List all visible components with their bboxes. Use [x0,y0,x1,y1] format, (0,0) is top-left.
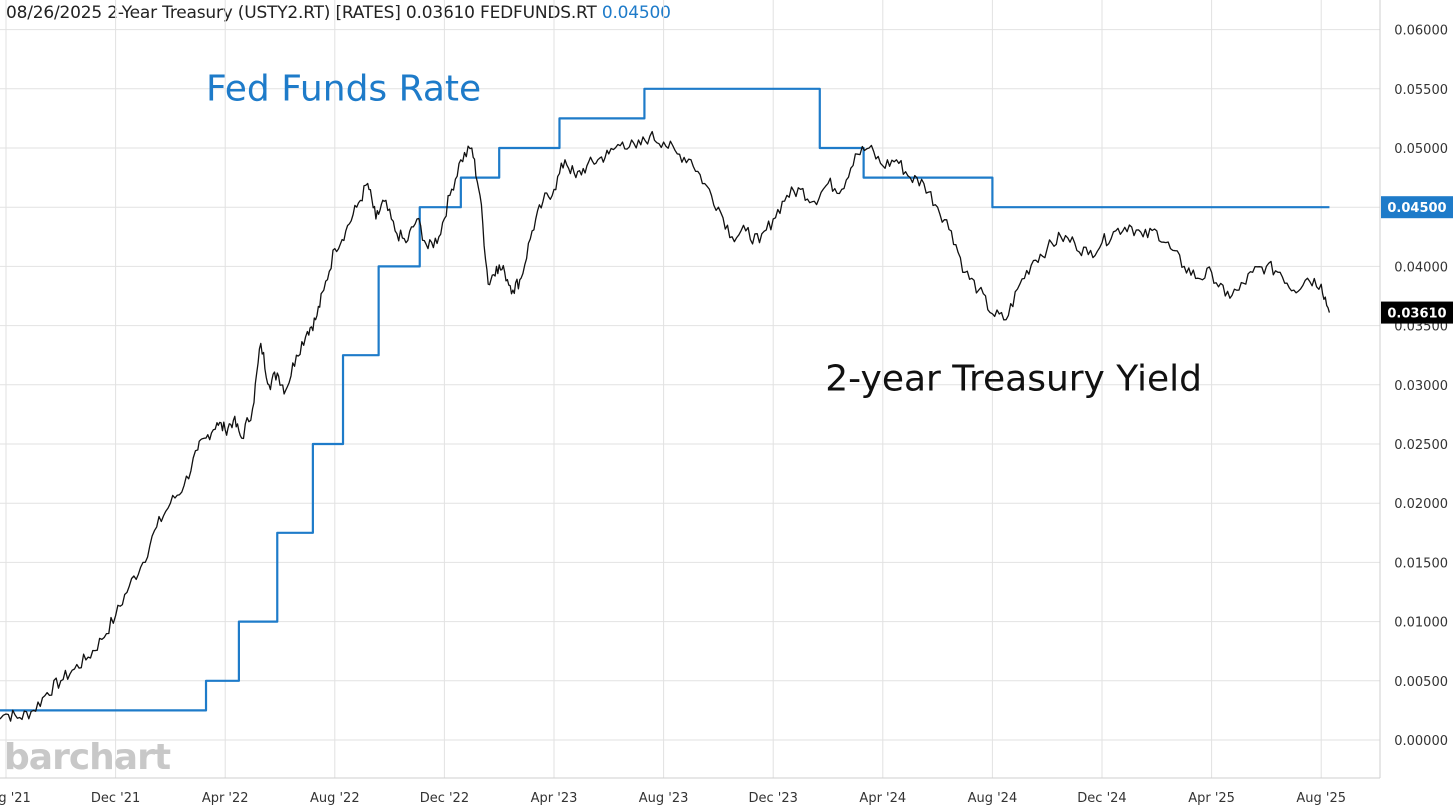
x-tick-label: Aug '23 [639,791,689,806]
chart-grid [0,0,1381,779]
badge-treasury-last-bg [1381,301,1453,324]
y-tick-label: 0.03000 [1394,379,1448,394]
header-series2-value: 0.04500 [601,3,671,23]
series-layer [0,87,1331,722]
badge-treasury-last: 0.03610 [1381,301,1453,324]
x-tick-label: Dec '24 [1077,791,1126,806]
badge-treasury-last-text: 0.03610 [1387,307,1446,322]
last-value-badges: 0.04500 0.03610 [1381,196,1453,324]
watermark: barchart [4,737,171,778]
series-line-treasury [0,130,1331,722]
badge-fedfunds-last-text: 0.04500 [1387,201,1446,216]
x-axis: Aug '21 Dec '21 Apr '22 Aug '22 Dec '22 Apr '… [0,791,1346,806]
y-tick-label: 0.02000 [1394,497,1448,512]
x-tick-label: Aug '21 [0,791,31,806]
annotation-treasury: 2-year Treasury Yield [825,359,1202,400]
y-tick-label: 0.02500 [1394,438,1448,453]
header-series2-label: FEDFUNDS.RT [480,3,597,23]
x-tick-label: Dec '23 [748,791,797,806]
chart-header: 08/26/2025 2-Year Treasury (USTY2.RT) [R… [6,3,671,23]
header-series1-label: 2-Year Treasury (USTY2.RT) [RATES] [107,3,401,23]
y-tick-label: 0.06000 [1394,24,1448,39]
x-tick-label: Aug '25 [1296,791,1346,806]
header-series1-value: 0.03610 [405,3,475,23]
x-tick-label: Dec '21 [91,791,140,806]
annotation-fed-funds: Fed Funds Rate [206,69,481,110]
y-tick-label: 0.01000 [1394,616,1448,631]
header-date: 08/26/2025 [6,3,102,23]
x-tick-label: Dec '22 [420,791,469,806]
y-tick-label: 0.05500 [1394,83,1448,98]
series-line-fedfunds [0,87,1330,712]
y-tick-label: 0.01500 [1394,556,1448,571]
x-tick-label: Aug '24 [968,791,1018,806]
badge-fedfunds-last-bg [1381,196,1453,219]
y-axis: 0.00000 0.00500 0.01000 0.01500 0.02000 0.025… [1394,24,1448,749]
y-tick-label: 0.00500 [1394,675,1448,690]
badge-fedfunds-last: 0.04500 [1381,196,1453,219]
x-tick-label: Aug '22 [310,791,360,806]
x-tick-label: Apr '25 [1188,791,1235,806]
x-tick-label: Apr '22 [202,791,249,806]
y-tick-label: 0.05000 [1394,142,1448,157]
y-tick-label: 0.00000 [1394,734,1448,749]
x-tick-label: Apr '24 [859,791,906,806]
x-tick-label: Apr '23 [531,791,578,806]
annotations: Fed Funds Rate 2-year Treasury Yield [206,69,1202,400]
y-tick-label: 0.04000 [1394,260,1448,275]
